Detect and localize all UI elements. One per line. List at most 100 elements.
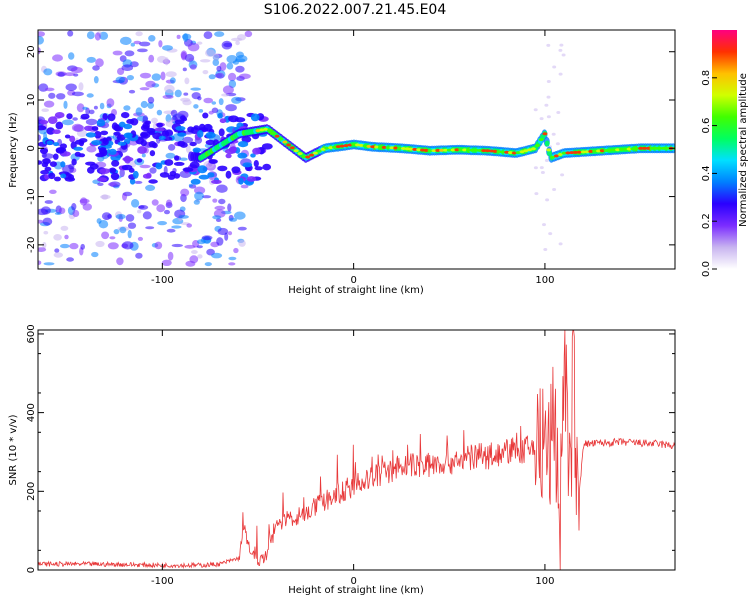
spectrogram-cell — [198, 174, 210, 180]
spectrogram-cell — [138, 205, 145, 209]
spectrogram-cell — [127, 229, 132, 239]
spectrogram-cell — [339, 144, 345, 148]
spectrogram-cell — [546, 95, 551, 99]
spectrogram-cell — [44, 200, 53, 204]
spectrogram-cell — [539, 166, 544, 170]
spectrogram-cell — [215, 72, 225, 79]
spectrogram-cell — [263, 127, 269, 131]
spectrogram-cell — [244, 30, 253, 38]
spectrogram-cell — [71, 158, 77, 166]
spectrogram-cell — [52, 129, 61, 134]
spectrogram-cell — [431, 149, 437, 153]
spectrogram-cell — [55, 121, 64, 130]
spectrogram-cell — [159, 172, 170, 178]
spectrogram-cell — [235, 65, 245, 73]
spectrogram-cell — [231, 96, 242, 104]
spectrogram-cell — [381, 145, 387, 149]
spectrogram-cell — [91, 126, 99, 131]
spectrogram-cell — [504, 150, 510, 154]
spectrogram-cell — [121, 112, 130, 119]
spectrogram-cell — [511, 151, 517, 155]
spectrogram-cell — [164, 57, 169, 66]
spectrogram-cell — [91, 140, 102, 146]
spectrogram-cell — [151, 117, 158, 124]
spectrogram-cell — [155, 162, 163, 170]
spectrogram-cell — [66, 257, 74, 262]
spectrogram-cell — [86, 145, 97, 153]
spectrogram-cell — [560, 173, 565, 177]
spectrogram-cell — [250, 113, 260, 122]
spectrogram-cell — [175, 125, 186, 131]
spectrogram-cell — [55, 147, 65, 154]
spectrogram-cell — [148, 179, 158, 184]
spectrogram-cell — [546, 80, 551, 83]
spectrogram-cell — [335, 145, 341, 149]
spectrogram-cell — [201, 235, 213, 241]
spectrogram-cell — [223, 42, 233, 48]
spectrogram-cell — [540, 171, 545, 174]
spectrogram-cell — [192, 147, 201, 153]
spectrogram-cell — [202, 70, 209, 75]
spectrogram-cell — [661, 146, 666, 150]
spectrogram-cell — [203, 31, 213, 39]
spectrogram-cell — [270, 131, 276, 135]
spectrogram-cell — [149, 167, 157, 174]
spectrogram-cell — [227, 203, 232, 212]
spectrogram-cell — [557, 153, 563, 156]
snr-plot-area — [38, 330, 675, 570]
spectrogram-cell — [165, 71, 177, 78]
spectrogram-cell — [85, 132, 96, 138]
spectrogram-cell — [125, 132, 133, 138]
spectrogram-cell — [140, 100, 148, 109]
spectrogram-cell — [189, 161, 200, 169]
spectrogram-cell — [458, 148, 464, 152]
spectrogram-cell — [217, 165, 228, 172]
spectrogram-cell — [412, 147, 418, 151]
spectrogram-cell — [161, 259, 172, 266]
spectrogram-cell — [99, 102, 105, 110]
spectrogram-cell — [74, 139, 85, 145]
spectrogram-cell — [259, 128, 265, 132]
spectrogram-cell — [234, 58, 246, 63]
spectrogram-cell — [76, 103, 85, 113]
spectrogram-cell — [58, 207, 66, 214]
spectrogram-cell — [148, 35, 156, 42]
y-tick-label: -20 — [26, 237, 37, 253]
spectrogram-cell — [186, 223, 192, 228]
spectrogram-cell — [222, 85, 234, 95]
spectrogram-cell — [603, 149, 609, 152]
spectrogram-cell — [254, 166, 263, 171]
spectrogram-cell — [404, 147, 410, 151]
spectrogram-cell — [351, 142, 357, 146]
spectrogram-cell — [544, 140, 550, 147]
spectrogram-cell — [240, 184, 249, 189]
spectrogram-cell — [274, 134, 280, 138]
spectrogram-cell — [171, 225, 182, 229]
spectrogram-cell — [205, 139, 216, 146]
spectrogram-cell — [218, 198, 226, 205]
spectrogram-cell — [262, 163, 272, 171]
spectrogram-cell — [53, 153, 59, 160]
spectrogram-cell — [100, 130, 109, 136]
spectrogram-cell — [355, 143, 360, 147]
spectrogram-cell — [71, 91, 84, 97]
spectrogram-cell — [130, 42, 135, 47]
spectrogram-cell — [427, 149, 433, 153]
spectrogram-cell — [561, 151, 567, 155]
spectrogram-cell — [132, 170, 139, 179]
spectrogram-cell — [190, 87, 202, 91]
spectrogram-cell — [400, 147, 406, 150]
spectrogram-cell — [191, 250, 198, 254]
spectrogram-cell — [110, 172, 120, 181]
spectrogram-plot-area — [38, 30, 675, 267]
spectrogram-cell — [176, 34, 181, 40]
spectrogram-cell — [242, 162, 253, 168]
spectrogram-cell — [561, 53, 566, 57]
x-tick-label: 0 — [350, 275, 356, 286]
y-tick-label: 10 — [26, 94, 37, 107]
spectrogram-cell — [488, 149, 494, 153]
spectrogram-cell — [44, 87, 55, 92]
spectrogram-cell — [201, 195, 212, 199]
spectrogram-cell — [473, 148, 479, 152]
